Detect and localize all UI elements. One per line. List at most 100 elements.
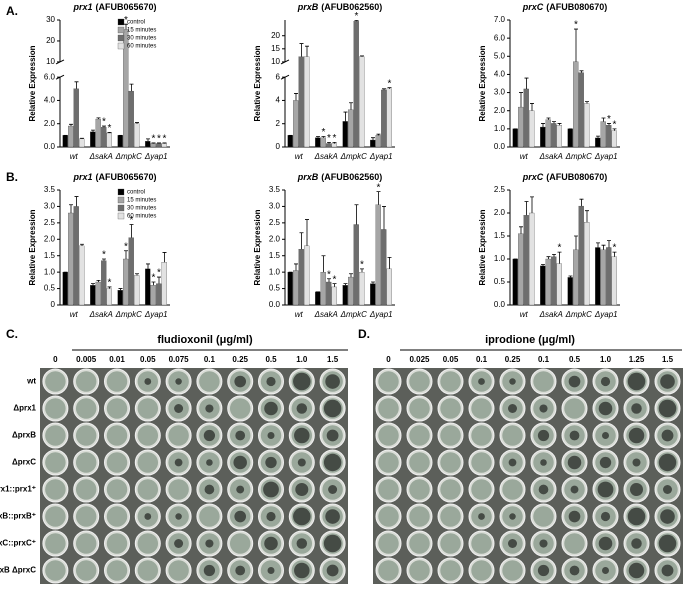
bar — [573, 249, 579, 306]
bar — [578, 205, 584, 306]
error-bar — [96, 117, 101, 120]
legend-label: 60 minutes — [127, 44, 156, 50]
well-growth — [199, 371, 220, 392]
bar — [584, 222, 590, 306]
well-inhibition — [627, 372, 646, 391]
well-growth — [45, 398, 66, 419]
error-bar — [151, 281, 156, 286]
bar — [117, 135, 123, 148]
bar — [512, 128, 518, 148]
error-bar — [585, 210, 589, 223]
error-bar — [579, 70, 584, 73]
error-bar — [382, 206, 386, 230]
error-bar — [360, 268, 364, 273]
well-growth — [106, 560, 128, 581]
well-growth — [75, 560, 97, 581]
error-bar — [124, 23, 128, 30]
well-growth — [75, 506, 97, 527]
bar — [523, 88, 529, 148]
column-label: 1.5 — [327, 355, 339, 364]
column-label: 0.25 — [232, 355, 248, 364]
chart-title: prxB (AFUB062560) — [297, 172, 383, 182]
legend-label: control — [127, 20, 145, 26]
well-growth — [45, 533, 66, 554]
well-growth — [440, 371, 461, 392]
error-bar — [321, 255, 326, 273]
well-inhibition — [570, 485, 579, 494]
x-tick-label: ΔsakA — [539, 152, 563, 161]
row-label: ΔprxB::prxB⁺ — [0, 512, 36, 521]
bar — [556, 263, 562, 306]
y-tick-label: 0.0 — [269, 300, 281, 309]
well-inhibition — [660, 509, 675, 524]
bar — [315, 291, 321, 306]
well-inhibition — [323, 534, 342, 553]
bar — [331, 286, 337, 306]
well-growth — [106, 506, 128, 527]
well-inhibition — [263, 481, 279, 498]
significance-marker: * — [574, 20, 578, 31]
significance-marker: * — [333, 133, 337, 144]
error-bar — [371, 137, 375, 141]
well-inhibition — [326, 429, 339, 442]
error-bar — [354, 20, 359, 22]
error-bar — [612, 128, 617, 131]
significance-marker: * — [124, 15, 128, 26]
significance-marker: * — [108, 278, 112, 289]
y-tick-label: 3.0 — [44, 202, 56, 211]
row-label: ΔprxC — [12, 458, 36, 467]
well-growth — [409, 506, 430, 527]
x-tick-label: ΔmpkC — [565, 310, 592, 319]
well-growth — [168, 479, 189, 500]
chart-title-gene: prxB — [297, 2, 319, 12]
chart-title-gene: prxC — [522, 172, 544, 182]
well-growth — [440, 533, 461, 554]
well-growth — [378, 425, 399, 446]
well-growth — [45, 371, 66, 392]
error-bar — [332, 141, 337, 144]
bar — [386, 88, 392, 148]
well-inhibition — [264, 401, 278, 416]
error-bar — [524, 77, 529, 89]
bar — [600, 249, 606, 306]
well-inhibition — [204, 484, 215, 495]
bar — [381, 89, 387, 148]
column-label: 1.0 — [296, 355, 308, 364]
well-inhibition — [598, 536, 613, 551]
well-growth — [75, 452, 97, 473]
y-tick-label: 10 — [46, 57, 55, 66]
error-bar — [607, 240, 611, 248]
bar — [381, 229, 387, 306]
well-growth — [75, 479, 97, 500]
significance-marker: * — [388, 78, 392, 89]
error-bar — [74, 196, 79, 207]
y-tick-label: 1.0 — [44, 267, 56, 276]
significance-marker: * — [157, 134, 161, 145]
well-inhibition — [631, 538, 642, 549]
column-label: 0.1 — [204, 355, 216, 364]
legend-swatch — [117, 42, 125, 50]
chart-title: prxC (AFUB080670) — [522, 2, 608, 12]
well-inhibition — [144, 513, 152, 520]
bar — [320, 137, 326, 148]
well-inhibition — [539, 539, 548, 548]
y-tick-label: 2.0 — [494, 208, 506, 217]
bar — [375, 135, 381, 148]
well-inhibition — [233, 455, 247, 470]
column-label: 0.05 — [443, 355, 459, 364]
error-bar — [343, 111, 348, 122]
column-label: 0.005 — [76, 355, 97, 364]
legend-swatch — [117, 18, 125, 26]
error-bar — [601, 244, 606, 250]
x-tick-label: Δyap1 — [144, 152, 168, 161]
well-inhibition — [206, 459, 213, 466]
well-inhibition — [235, 565, 246, 576]
error-bar — [612, 251, 617, 257]
well-growth — [378, 506, 399, 527]
chart-title-gene: prxC — [522, 2, 544, 12]
y-tick-label: 1.5 — [44, 251, 56, 260]
well-growth — [106, 371, 128, 392]
well-growth — [409, 479, 430, 500]
bar — [348, 109, 354, 148]
chart-title-gene: prx1 — [72, 172, 92, 182]
